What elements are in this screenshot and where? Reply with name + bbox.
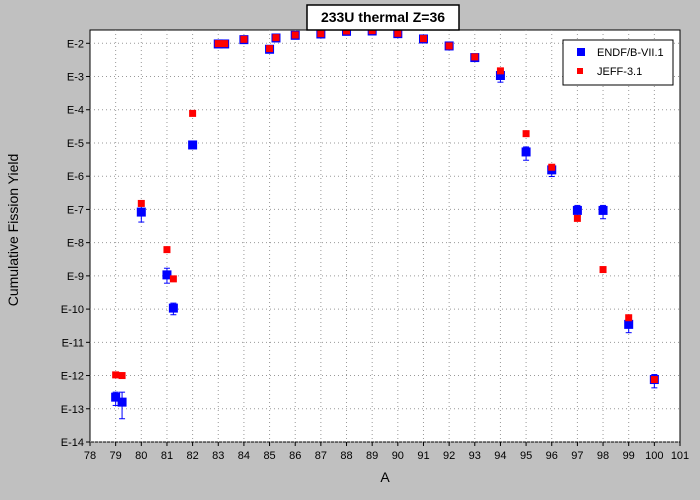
legend-marker-jeff bbox=[577, 68, 583, 74]
x-axis: 78 79 80 81 82 83 84 85 86 87 88 89 90 91 92 93 94 95 96 97… bbox=[84, 442, 689, 462]
legend-label-jeff: JEFF-3.1 bbox=[597, 66, 642, 78]
x-tick-label: 96 bbox=[546, 450, 558, 462]
data-point bbox=[111, 392, 121, 402]
x-tick-label: 81 bbox=[161, 450, 173, 462]
x-tick-label: 84 bbox=[238, 450, 250, 462]
data-point bbox=[419, 35, 427, 43]
x-tick-label: 88 bbox=[340, 450, 352, 462]
y-tick-label: E-9 bbox=[67, 271, 84, 283]
data-point bbox=[572, 205, 582, 215]
legend: ENDF/B-VII.1 JEFF-3.1 bbox=[562, 39, 674, 86]
data-point bbox=[189, 109, 197, 117]
data-point bbox=[214, 40, 222, 48]
y-tick-label: E-12 bbox=[61, 371, 84, 383]
plot-area bbox=[89, 29, 681, 443]
x-tick-label: 90 bbox=[392, 450, 404, 462]
x-tick-label: 85 bbox=[263, 450, 275, 462]
data-point bbox=[573, 214, 581, 222]
data-point bbox=[317, 30, 325, 38]
data-point bbox=[624, 319, 634, 329]
x-tick-label: 94 bbox=[494, 450, 506, 462]
title-frame bbox=[306, 4, 460, 31]
x-tick-label: 82 bbox=[186, 450, 198, 462]
x-tick-label: 86 bbox=[289, 450, 301, 462]
data-point bbox=[394, 29, 402, 37]
data-point bbox=[221, 40, 229, 48]
data-point bbox=[137, 199, 145, 207]
x-tick-label: 89 bbox=[366, 450, 378, 462]
data-point bbox=[445, 42, 453, 50]
x-axis-label: A bbox=[380, 469, 390, 485]
y-tick-label: E-7 bbox=[67, 204, 84, 216]
x-tick-label: 97 bbox=[571, 450, 583, 462]
y-tick-label: E-4 bbox=[67, 105, 84, 117]
x-tick-label: 98 bbox=[597, 450, 609, 462]
x-tick-label: 95 bbox=[520, 450, 532, 462]
legend-box bbox=[562, 39, 674, 86]
y-tick-label: E-14 bbox=[61, 437, 84, 449]
data-point bbox=[163, 246, 171, 254]
chart-title: 233U thermal Z=36 bbox=[321, 9, 445, 25]
legend-marker-endf bbox=[577, 48, 585, 56]
y-tick-label: E-8 bbox=[67, 238, 84, 250]
y-tick-label: E-13 bbox=[61, 404, 84, 416]
x-tick-label: 91 bbox=[417, 450, 429, 462]
x-tick-label: 87 bbox=[315, 450, 327, 462]
data-point bbox=[240, 35, 248, 43]
data-point bbox=[117, 397, 127, 407]
data-point bbox=[188, 140, 198, 150]
x-tick-label: 83 bbox=[212, 450, 224, 462]
data-point bbox=[625, 314, 633, 322]
x-tick-label: 92 bbox=[443, 450, 455, 462]
data-point bbox=[168, 303, 178, 313]
data-point bbox=[169, 275, 177, 283]
data-point bbox=[650, 376, 658, 384]
data-point bbox=[136, 207, 146, 217]
legend-label-endf: ENDF/B-VII.1 bbox=[597, 47, 664, 59]
y-tick-label: E-11 bbox=[62, 337, 84, 349]
data-point bbox=[495, 71, 505, 81]
x-tick-label: 99 bbox=[623, 450, 635, 462]
x-tick-label: 93 bbox=[469, 450, 481, 462]
data-point bbox=[522, 130, 530, 138]
data-point bbox=[266, 45, 274, 53]
data-point bbox=[343, 27, 351, 35]
data-point bbox=[162, 270, 172, 280]
y-axis-label: Cumulative Fission Yield bbox=[5, 154, 21, 307]
y-axis: E-2 E-3 E-4 E-5 E-6 E-7 E-8 E-9 E-10 E-11 E-12 E-13… bbox=[61, 38, 90, 449]
data-point bbox=[521, 147, 531, 157]
data-point bbox=[598, 205, 608, 215]
data-point bbox=[471, 53, 479, 61]
data-point bbox=[272, 34, 280, 42]
grid bbox=[90, 30, 680, 443]
y-tick-label: E-5 bbox=[67, 138, 84, 150]
y-tick-label: E-2 bbox=[67, 38, 84, 50]
x-tick-label: 100 bbox=[645, 450, 663, 462]
data-point bbox=[496, 67, 504, 75]
data-point bbox=[548, 163, 556, 171]
data-point bbox=[112, 371, 120, 379]
data-point bbox=[291, 31, 299, 39]
x-tick-label: 79 bbox=[110, 450, 122, 462]
x-tick-label: 78 bbox=[84, 450, 96, 462]
chart-title-box: 233U thermal Z=36 bbox=[306, 4, 460, 31]
data-point bbox=[599, 266, 607, 274]
data-point bbox=[118, 372, 126, 380]
y-tick-label: E-3 bbox=[67, 72, 84, 84]
x-tick-label: 101 bbox=[671, 450, 689, 462]
y-tick-label: E-6 bbox=[67, 171, 84, 183]
y-tick-label: E-10 bbox=[61, 304, 84, 316]
x-tick-label: 80 bbox=[135, 450, 147, 462]
